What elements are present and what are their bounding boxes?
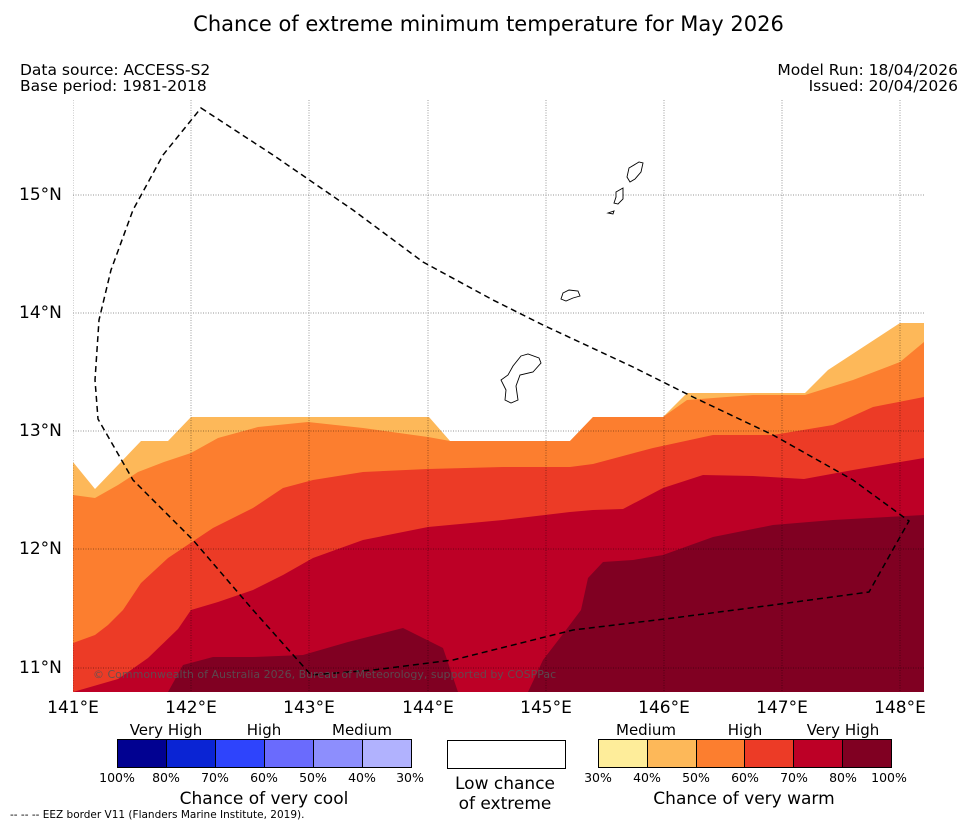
warm-legend-title: Chance of very warm	[653, 789, 835, 809]
page-title: Chance of extreme minimum temperature fo…	[193, 12, 784, 36]
cool-swatch-80-100	[118, 740, 167, 767]
low-chance-swatch	[447, 740, 566, 769]
x-tick-143e: 143°E	[283, 698, 335, 718]
warm-swatch-40-50	[647, 740, 697, 767]
warm-medium-label: Medium	[616, 721, 676, 739]
y-tick-13n: 13°N	[19, 421, 62, 441]
model-run: Model Run: 18/04/2026	[777, 61, 958, 79]
issued-date: Issued: 20/04/2026	[808, 77, 958, 95]
low-chance-line2: of extreme	[458, 794, 552, 814]
warm-high-label: High	[727, 721, 763, 739]
cool-swatch-40-50	[314, 740, 363, 767]
low-chance-line1: Low chance	[455, 774, 555, 794]
y-tick-14n: 14°N	[19, 303, 62, 323]
cool-colorbar	[117, 739, 412, 768]
island-saipan	[626, 161, 644, 183]
cool-swatch-60-70	[216, 740, 265, 767]
cool-swatch-70-80	[167, 740, 216, 767]
warm-pct-label: 60%	[731, 770, 759, 785]
graticule	[73, 100, 924, 692]
x-tick-147e: 147°E	[756, 698, 808, 718]
x-tick-144e: 144°E	[402, 698, 454, 718]
y-tick-11n: 11°N	[19, 658, 62, 678]
copyright-text: © Commonwealth of Australia 2026, Bureau…	[93, 668, 556, 681]
cool-pct-label: 70%	[201, 770, 229, 785]
cool-legend-title: Chance of very cool	[179, 789, 349, 809]
cool-pct-label: 50%	[299, 770, 327, 785]
warm-pct-label: 70%	[780, 770, 808, 785]
warm-pct-label: 50%	[682, 770, 710, 785]
island-tinian	[613, 187, 624, 205]
warm-very-high-label: Very High	[806, 721, 880, 739]
x-tick-142e: 142°E	[165, 698, 217, 718]
cool-swatch-50-60	[265, 740, 314, 767]
cool-pct-label: 40%	[348, 770, 376, 785]
cool-pct-label: 100%	[99, 770, 135, 785]
cool-high-label: High	[246, 721, 282, 739]
islands	[500, 161, 644, 404]
low-chance-label: Low chance of extreme	[435, 774, 575, 814]
island-rota	[560, 289, 581, 302]
y-tick-15n: 15°N	[19, 185, 62, 205]
y-tick-12n: 12°N	[19, 539, 62, 559]
data-source: Data source: ACCESS-S2	[20, 61, 211, 79]
warm-pct-label: 80%	[829, 770, 857, 785]
cool-swatch-30-40	[363, 740, 411, 767]
cool-pct-label: 80%	[152, 770, 180, 785]
cool-medium-label: Medium	[332, 721, 392, 739]
warm-swatch-70-80	[794, 740, 844, 767]
forecast-map[interactable]: © Commonwealth of Australia 2026, Bureau…	[73, 100, 924, 692]
warm-pct-label: 30%	[584, 770, 612, 785]
x-tick-141e: 141°E	[47, 698, 99, 718]
x-tick-148e: 148°E	[874, 698, 926, 718]
island-aguijan	[606, 210, 615, 215]
eez-footnote: -- -- -- EEZ border V11 (Flanders Marine…	[10, 809, 305, 821]
base-period: Base period: 1981-2018	[20, 77, 207, 95]
eez-border	[94, 107, 910, 676]
cool-pct-label: 30%	[396, 770, 424, 785]
warm-colorbar	[598, 739, 892, 768]
warm-pct-label: 40%	[633, 770, 661, 785]
cool-pct-label: 60%	[250, 770, 278, 785]
warm-swatch-80-100	[843, 740, 891, 767]
x-tick-146e: 146°E	[638, 698, 690, 718]
x-tick-145e: 145°E	[520, 698, 572, 718]
warm-pct-label: 100%	[871, 770, 907, 785]
band-warm-70-100	[168, 515, 924, 692]
island-guam	[500, 353, 542, 404]
warm-swatch-30-40	[599, 740, 648, 767]
cool-very-high-label: Very High	[129, 721, 203, 739]
warm-swatch-50-60	[696, 740, 746, 767]
warm-swatch-60-70	[745, 740, 795, 767]
